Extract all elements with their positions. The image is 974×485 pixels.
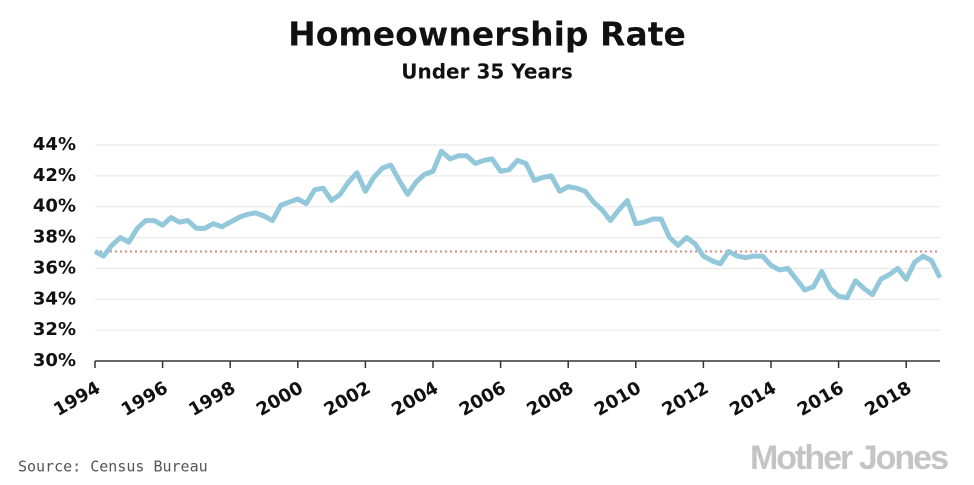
y-tick-label: 34% <box>33 288 76 309</box>
x-tick-label: 2010 <box>591 377 645 420</box>
chart-title: Homeownership Rate <box>288 15 686 54</box>
x-tick-label: 2014 <box>726 377 780 420</box>
y-tick-label: 42% <box>33 165 76 186</box>
x-tick-label: 1996 <box>118 377 172 420</box>
x-tick-label: 2004 <box>388 377 442 420</box>
x-tick-label: 2016 <box>794 377 848 420</box>
y-tick-label: 30% <box>33 350 76 371</box>
x-tick-label: 2008 <box>523 377 577 420</box>
x-tick-label: 2006 <box>456 377 510 420</box>
y-tick-label: 36% <box>33 257 76 278</box>
y-tick-label: 44% <box>33 134 76 155</box>
data-line <box>93 148 943 301</box>
y-tick-label: 38% <box>33 227 76 248</box>
x-tick-label: 1994 <box>50 377 104 420</box>
x-tick-label: 1998 <box>185 377 239 420</box>
x-tick-label: 2002 <box>321 377 375 420</box>
brand-logo: Mother Jones <box>750 439 948 477</box>
source: Source: Census Bureau <box>18 458 208 476</box>
x-tick-label: 2018 <box>861 377 915 420</box>
chart-subtitle: Under 35 Years <box>401 60 572 84</box>
y-tick-label: 40% <box>33 196 76 217</box>
x-tick-label: 2012 <box>659 377 713 420</box>
x-tick-label: 2000 <box>253 377 307 420</box>
y-tick-label: 32% <box>33 319 76 340</box>
